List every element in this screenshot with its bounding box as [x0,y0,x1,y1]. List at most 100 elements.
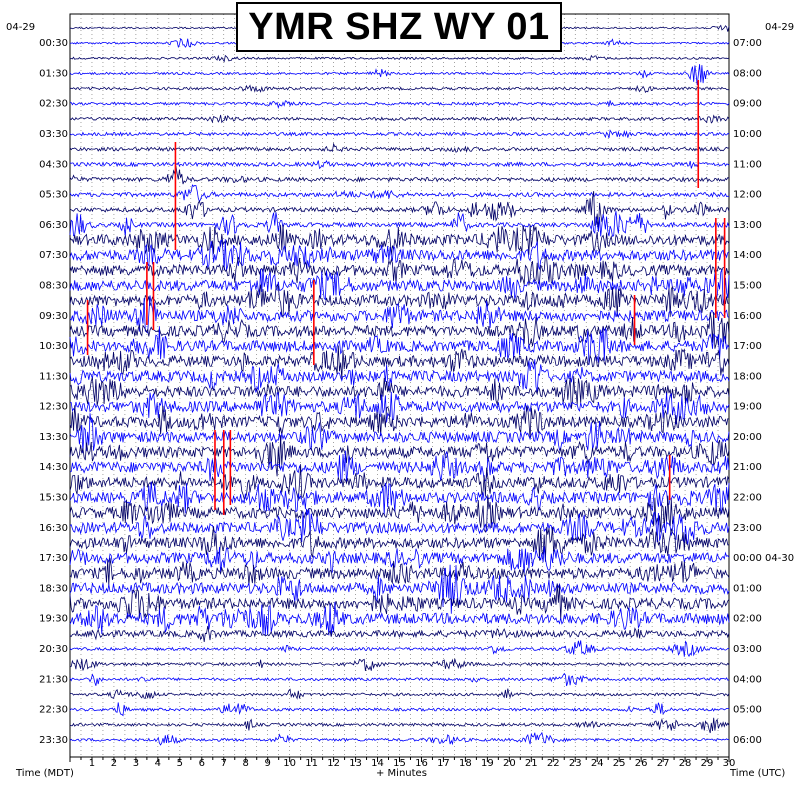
left-time-label: 09:30 [39,311,68,322]
seismic-trace [69,526,730,562]
left-time-label: 13:30 [39,432,68,443]
x-tick-label: 5 [177,758,183,769]
seismic-trace [69,129,730,139]
left-time-label: 10:30 [39,341,68,352]
x-tick-label: 23 [569,758,582,769]
left-time-label: 12:30 [39,402,68,413]
seismic-trace [69,255,730,286]
right-time-label: 15:00 [733,280,762,291]
left-time-label: 22:30 [39,705,68,716]
right-time-label: 06:00 [733,735,762,746]
right-time-label: 04:00 [733,674,762,685]
x-axis-title: + Minutes [376,768,427,779]
x-tick-label: 14 [371,758,384,769]
seismic-trace [69,326,730,365]
seismic-trace [69,601,730,637]
seismic-trace [69,702,730,717]
right-time-label: 21:00 [733,462,762,473]
x-tick-label: 1 [89,758,95,769]
left-time-label: 00:30 [39,38,68,49]
seismic-trace [69,160,730,170]
left-time-label: 06:30 [39,220,68,231]
seismic-trace [69,391,730,425]
left-time-label: 07:30 [39,250,68,261]
right-time-label: 01:00 [733,583,762,594]
seismic-trace [69,64,730,86]
x-tick-label: 28 [679,758,692,769]
x-tick-label: 21 [525,758,538,769]
right-time-label: 20:00 [733,432,762,443]
x-tick-label: 2 [111,758,117,769]
seismic-trace [69,557,730,586]
seismic-trace [69,54,730,63]
seismic-trace [69,717,730,734]
seismic-trace [69,165,730,185]
x-tick-label: 19 [481,758,494,769]
x-tick-label: 10 [283,758,296,769]
seismic-trace [69,311,730,349]
seismic-trace [70,100,730,110]
left-time-label: 08:30 [39,280,68,291]
plot-frame [69,13,730,758]
seismic-trace [69,359,730,393]
seismic-trace [69,583,730,620]
seismic-trace [69,464,730,501]
x-tick-label: 12 [327,758,340,769]
x-tick-label: 6 [199,758,205,769]
seismic-trace [69,376,730,410]
right-time-label: 07:00 [733,38,762,49]
right-time-label: 03:00 [733,644,762,655]
left-time-label: 02:30 [39,99,68,110]
seismic-trace [69,211,730,237]
left-time-label: 19:30 [39,614,68,625]
seismic-trace [69,435,730,477]
right-time-label: 13:00 [733,220,762,231]
seismic-trace [69,731,730,746]
left-time-label: 05:30 [39,190,68,201]
x-tick-label: 22 [547,758,560,769]
seismic-trace [69,283,730,319]
seismic-trace [69,481,730,516]
left-time-label: 21:30 [39,674,68,685]
x-tick-label: 3 [133,758,139,769]
right-time-label: 02:00 [733,614,762,625]
x-tick-label: 18 [459,758,472,769]
seismic-trace [69,114,730,124]
right-time-label: 17:00 [733,341,762,352]
seismic-trace [69,658,730,671]
right-time-label: 05:00 [733,705,762,716]
x-tick-label: 26 [635,758,648,769]
seismic-trace [69,546,730,574]
seismic-trace [69,191,730,231]
seismic-trace [70,688,730,700]
x-tick-label: 15 [393,758,406,769]
left-time-label: 18:30 [39,583,68,594]
right-time-label: 00:00 04-30 [733,553,794,564]
left-time-label: 16:30 [39,523,68,534]
x-tick-label: 8 [243,758,249,769]
chart-title: YMR SHZ WY 01 [236,2,562,52]
right-time-label: 23:00 [733,523,762,534]
left-time-label: 15:30 [39,493,68,504]
seismic-trace [69,640,730,658]
x-tick-label: 17 [437,758,450,769]
right-time-label: 16:00 [733,311,762,322]
left-time-label: 20:30 [39,644,68,655]
x-tick-label: 4 [155,758,161,769]
left-time-label: 14:30 [39,462,68,473]
seismic-trace [69,405,730,440]
seismic-trace [69,672,730,687]
seismic-trace [69,142,730,153]
date-label-left: 04-29 [6,22,36,33]
right-time-label: 19:00 [733,402,762,413]
seismic-trace [69,184,730,203]
seismic-trace [69,84,729,94]
x-tick-label: 27 [657,758,670,769]
left-time-label: 17:30 [39,553,68,564]
right-time-label: 10:00 [733,129,762,140]
right-time-label: 22:00 [733,493,762,504]
seismic-trace [69,239,730,271]
x-tick-label: 30 [723,758,736,769]
right-time-label: 14:00 [733,250,762,261]
